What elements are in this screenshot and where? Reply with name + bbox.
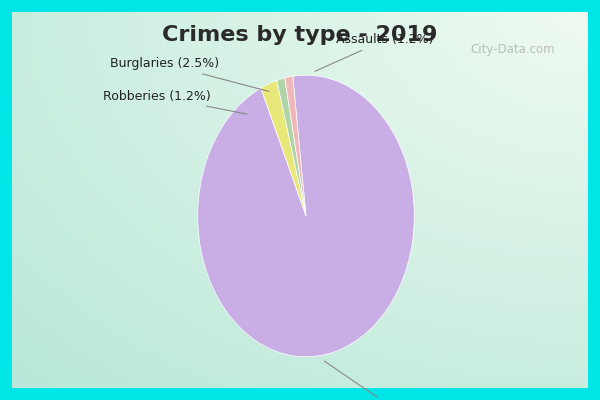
Wedge shape [197, 75, 415, 357]
Text: City-Data.com: City-Data.com [471, 43, 556, 56]
Wedge shape [285, 76, 306, 216]
Text: Burglaries (2.5%): Burglaries (2.5%) [110, 58, 269, 91]
Text: Crimes by type - 2019: Crimes by type - 2019 [163, 24, 437, 44]
Text: Robberies (1.2%): Robberies (1.2%) [103, 90, 247, 114]
Text: Thefts (95.1%): Thefts (95.1%) [325, 361, 440, 400]
Wedge shape [261, 80, 306, 216]
Text: Assaults (1.2%): Assaults (1.2%) [315, 34, 434, 71]
Wedge shape [277, 78, 306, 216]
